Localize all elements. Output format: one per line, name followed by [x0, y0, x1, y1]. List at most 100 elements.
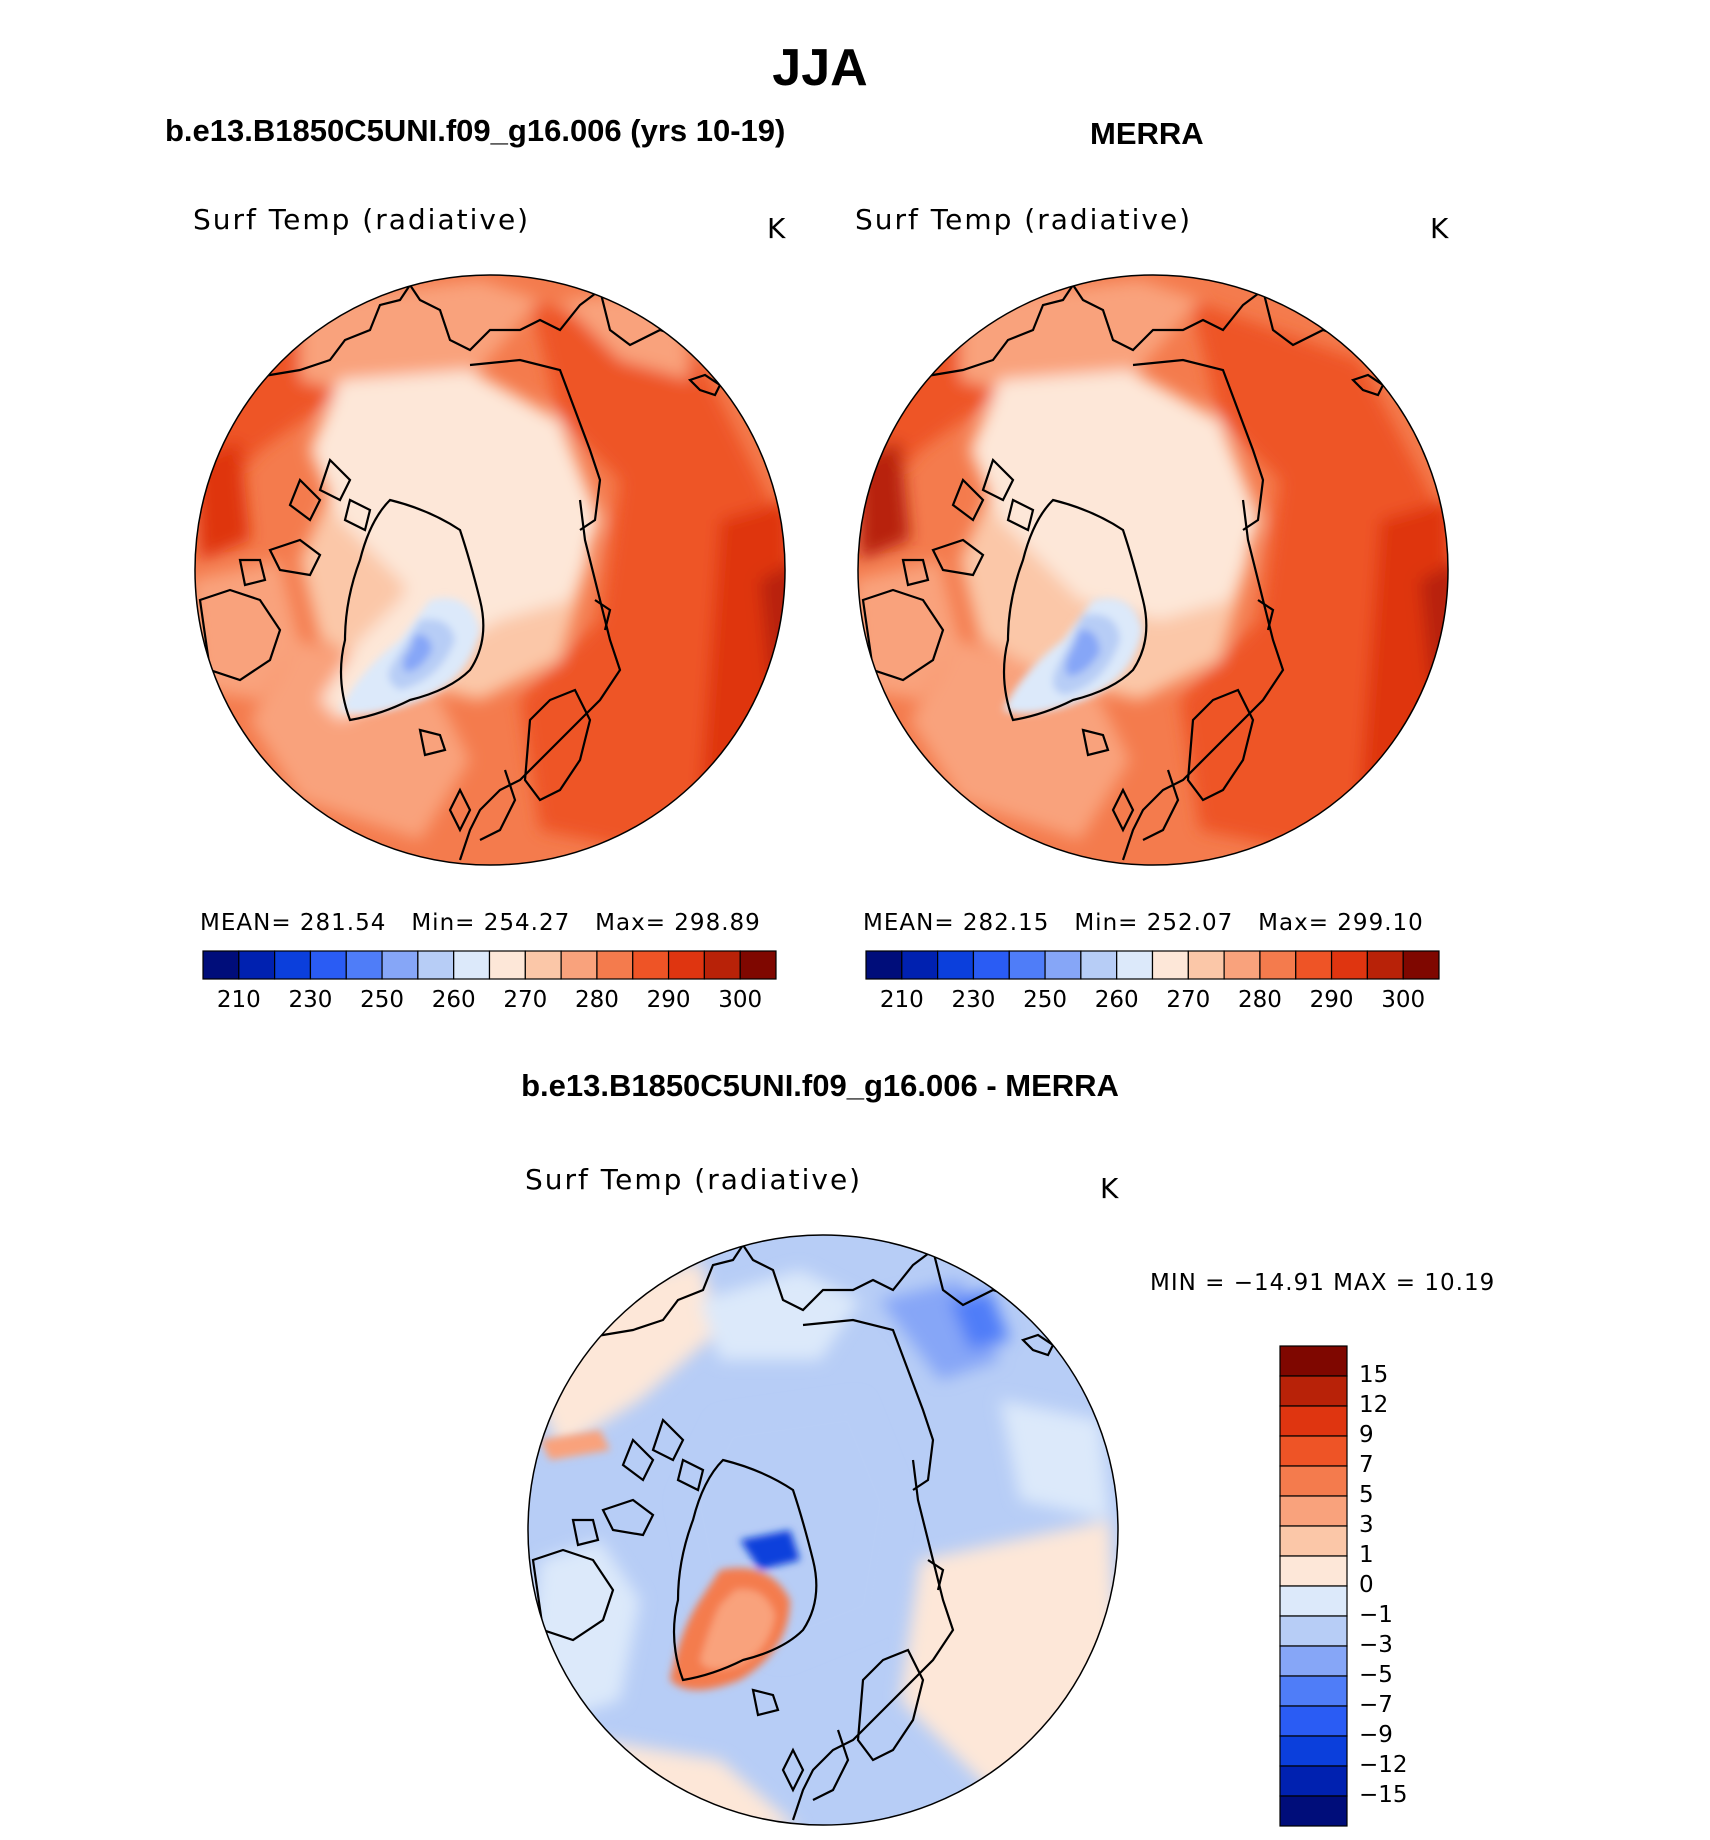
panel1-min-label: Min= — [411, 910, 476, 936]
colorbar-swatch — [1116, 950, 1154, 980]
colorbar-swatch — [381, 950, 419, 980]
colorbar-swatch — [202, 950, 240, 980]
colorbar-swatch — [1279, 1585, 1348, 1617]
panel2-max-label: Max= — [1258, 910, 1329, 936]
colorbar-swatch — [488, 950, 526, 980]
colorbar-swatch — [453, 950, 491, 980]
colorbar-1 — [202, 950, 777, 980]
panel2-unit-label: K — [1430, 212, 1449, 245]
panel2-max-value: 299.10 — [1337, 910, 1424, 936]
colorbar-swatch — [703, 950, 741, 980]
colorbar-swatch — [417, 950, 455, 980]
colorbar-swatch — [1295, 950, 1333, 980]
panel2-min-label: Min= — [1074, 910, 1139, 936]
colorbar-tick-label: 1 — [1359, 1542, 1374, 1568]
colorbar-tick-label: 5 — [1359, 1482, 1374, 1508]
colorbar-swatch — [1279, 1435, 1348, 1467]
colorbar-tick-label: 15 — [1359, 1362, 1389, 1388]
map1-boundary — [194, 274, 786, 866]
colorbar-swatch — [1080, 950, 1118, 980]
map2-boundary — [857, 274, 1449, 866]
panel1-variable-label: Surf Temp (radiative) — [193, 203, 531, 236]
colorbar-swatch — [739, 950, 777, 980]
colorbar-tick-label: 230 — [288, 987, 333, 1013]
panel2-header: MERRA — [1090, 116, 1204, 151]
map3-coastlines — [531, 1243, 1055, 1821]
colorbar-swatch — [1279, 1765, 1348, 1797]
map2-field — [858, 275, 1448, 865]
colorbar-swatch — [972, 950, 1010, 980]
colorbar-tick-label: 290 — [1309, 987, 1354, 1013]
colorbar-tick-label: 250 — [360, 987, 405, 1013]
colorbar-tick-label: 270 — [503, 987, 548, 1013]
colorbar-tick-label: 0 — [1359, 1572, 1374, 1598]
colorbar-swatch — [560, 950, 598, 980]
diff-unit-label: K — [1100, 1172, 1119, 1205]
colorbar-tick-label: 210 — [879, 987, 924, 1013]
colorbar-swatch — [632, 950, 670, 980]
colorbar-swatch — [1279, 1465, 1348, 1497]
colorbar-swatch — [309, 950, 347, 980]
panel2-variable-label: Surf Temp (radiative) — [855, 203, 1193, 236]
colorbar-swatch — [1279, 1375, 1348, 1407]
diff-variable-label: Surf Temp (radiative) — [525, 1163, 863, 1196]
colorbar-tick-label: 280 — [1237, 987, 1282, 1013]
colorbar-swatch — [1402, 950, 1440, 980]
panel2-mean-value: 282.15 — [962, 910, 1050, 936]
panel1-min-value: 254.27 — [483, 910, 571, 936]
colorbar-swatch — [1279, 1345, 1348, 1377]
colorbar-tick-label: 300 — [718, 987, 763, 1013]
colorbar-tick-label: 280 — [574, 987, 619, 1013]
diff-header: b.e13.B1850C5UNI.f09_g16.006 - MERRA — [521, 1068, 1119, 1103]
colorbar-tick-label: 290 — [646, 987, 691, 1013]
colorbar-swatch — [667, 950, 705, 980]
colorbar-swatch — [1279, 1525, 1348, 1557]
panel1-stats: MEAN= 281.54 Min= 254.27 Max= 298.89 — [200, 910, 761, 936]
panel1-header: b.e13.B1850C5UNI.f09_g16.006 (yrs 10-19) — [165, 113, 786, 148]
colorbar-tick-label: 7 — [1359, 1452, 1374, 1478]
colorbar-swatch — [1279, 1705, 1348, 1737]
map1-coastlines — [198, 283, 722, 861]
colorbar-tick-label: 9 — [1359, 1422, 1374, 1448]
colorbar-swatch — [1279, 1795, 1348, 1827]
main-title: JJA — [772, 39, 868, 97]
colorbar-tick-label: 270 — [1166, 987, 1211, 1013]
panel1-unit-label: K — [767, 212, 786, 245]
colorbar-swatch — [1366, 950, 1404, 980]
colorbar-swatch — [1279, 1495, 1348, 1527]
map3-boundary — [527, 1234, 1119, 1826]
panel1-mean-label: MEAN= — [200, 910, 292, 936]
panel1-max-value: 298.89 — [674, 910, 761, 936]
colorbar-swatch — [865, 950, 903, 980]
colorbar-swatch — [1330, 950, 1368, 980]
colorbar-tick-label: −9 — [1359, 1722, 1393, 1748]
colorbar-swatch — [1279, 1615, 1348, 1647]
panel2-mean-label: MEAN= — [863, 910, 955, 936]
panel1-max-label: Max= — [595, 910, 666, 936]
colorbar-swatch — [1008, 950, 1046, 980]
colorbar-tick-label: 12 — [1359, 1392, 1389, 1418]
colorbar-swatch — [1279, 1555, 1348, 1587]
colorbar-swatch — [1151, 950, 1189, 980]
colorbar-swatch — [1187, 950, 1225, 980]
colorbar-swatch — [238, 950, 276, 980]
colorbar-tick-label: 210 — [216, 987, 261, 1013]
colorbar-swatch — [524, 950, 562, 980]
colorbar-swatch — [274, 950, 312, 980]
colorbar-tick-label: 260 — [431, 987, 476, 1013]
panel2-min-value: 252.07 — [1146, 910, 1234, 936]
colorbar-swatch — [596, 950, 634, 980]
map2-coastlines — [861, 283, 1385, 861]
colorbar-swatch — [1259, 950, 1297, 980]
colorbar-swatch — [1279, 1675, 1348, 1707]
colorbar-tick-label: −12 — [1359, 1752, 1408, 1778]
colorbar-tick-label: −15 — [1359, 1782, 1408, 1808]
colorbar-swatch — [1279, 1735, 1348, 1767]
colorbar-2 — [865, 950, 1440, 980]
panel2-stats: MEAN= 282.15 Min= 252.07 Max= 299.10 — [863, 910, 1424, 936]
colorbar-diff — [1279, 1345, 1348, 1827]
colorbar-swatch — [1279, 1645, 1348, 1677]
colorbar-swatch — [1044, 950, 1082, 980]
colorbar-tick-label: 250 — [1023, 987, 1068, 1013]
